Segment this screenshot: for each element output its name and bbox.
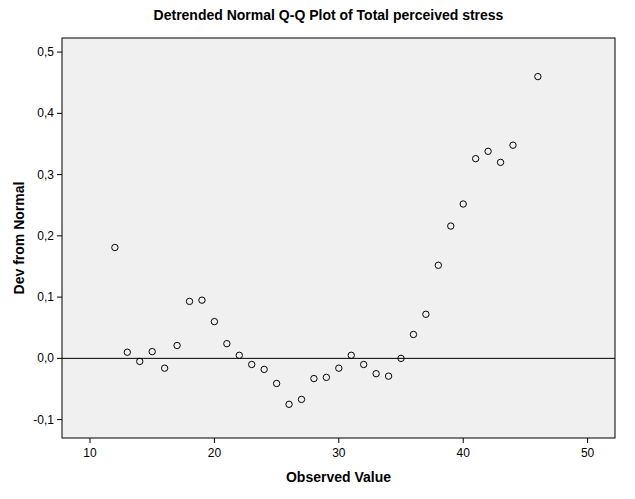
point bbox=[224, 340, 230, 346]
x-tick-label: 40 bbox=[457, 446, 471, 460]
point bbox=[435, 262, 441, 268]
point bbox=[137, 358, 143, 364]
x-tick bbox=[463, 438, 464, 443]
y-tick bbox=[57, 113, 62, 114]
chart-root: Detrended Normal Q-Q Plot of Total perce… bbox=[0, 0, 635, 499]
y-tick bbox=[57, 52, 62, 53]
point bbox=[373, 370, 379, 376]
chart: Detrended Normal Q-Q Plot of Total perce… bbox=[0, 0, 635, 499]
point bbox=[535, 73, 541, 79]
reference-line bbox=[62, 358, 615, 359]
y-tick bbox=[57, 235, 62, 236]
x-tick-label: 10 bbox=[83, 446, 97, 460]
point bbox=[485, 148, 491, 154]
x-tick bbox=[214, 438, 215, 443]
point bbox=[311, 375, 317, 381]
y-tick-label: 0,4 bbox=[37, 106, 54, 120]
point bbox=[497, 159, 503, 165]
y-tick bbox=[57, 358, 62, 359]
point bbox=[323, 374, 329, 380]
y-tick-label: 0,3 bbox=[37, 168, 54, 182]
title: Detrended Normal Q-Q Plot of Total perce… bbox=[154, 7, 504, 23]
x-tick bbox=[338, 438, 339, 443]
point bbox=[510, 142, 516, 148]
y-tick-label: 0,5 bbox=[37, 45, 54, 59]
x-tick-label: 30 bbox=[332, 446, 346, 460]
point bbox=[286, 401, 292, 407]
x-tick bbox=[89, 438, 90, 443]
point bbox=[211, 318, 217, 324]
point bbox=[423, 311, 429, 317]
point bbox=[336, 365, 342, 371]
point bbox=[273, 380, 279, 386]
point bbox=[249, 361, 255, 367]
x-tick-label: 20 bbox=[208, 446, 222, 460]
point bbox=[149, 348, 155, 354]
plot-area bbox=[62, 73, 615, 407]
plot-frame bbox=[62, 38, 615, 438]
point bbox=[112, 244, 118, 250]
point bbox=[348, 352, 354, 358]
point bbox=[261, 366, 267, 372]
point bbox=[124, 349, 130, 355]
y-axis-label: Dev from Normal bbox=[11, 182, 27, 295]
y-tick-label: 0,2 bbox=[37, 229, 54, 243]
y-tick bbox=[57, 419, 62, 420]
y-tick-label: 0,0 bbox=[37, 351, 54, 365]
point bbox=[199, 297, 205, 303]
point bbox=[448, 223, 454, 229]
point bbox=[186, 298, 192, 304]
point bbox=[298, 396, 304, 402]
point bbox=[174, 342, 180, 348]
point bbox=[161, 365, 167, 371]
point bbox=[410, 331, 416, 337]
point bbox=[385, 373, 391, 379]
y-tick-label: 0,1 bbox=[37, 290, 54, 304]
point bbox=[472, 155, 478, 161]
point bbox=[398, 355, 404, 361]
x-axis-label: Observed Value bbox=[286, 469, 391, 485]
y-tick-label: -0,1 bbox=[33, 413, 54, 427]
plot-background bbox=[62, 38, 615, 438]
y-tick bbox=[57, 174, 62, 175]
point bbox=[360, 361, 366, 367]
point bbox=[460, 201, 466, 207]
point bbox=[236, 352, 242, 358]
x-tick bbox=[587, 438, 588, 443]
y-tick bbox=[57, 297, 62, 298]
x-tick-label: 50 bbox=[581, 446, 595, 460]
